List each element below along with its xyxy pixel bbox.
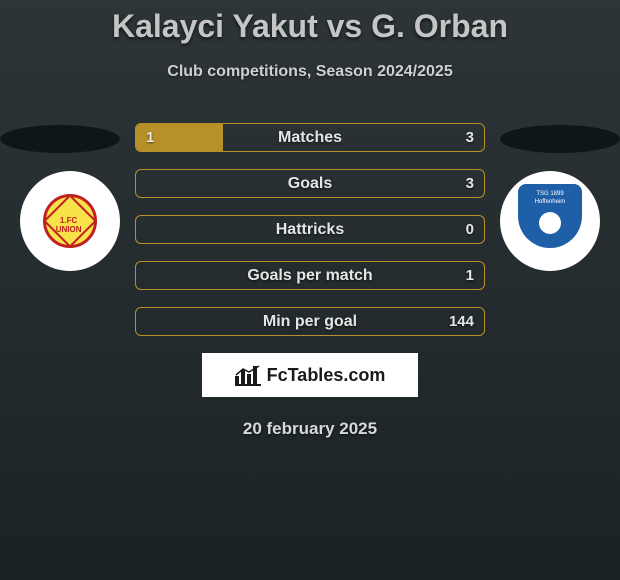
stat-row: Goals per match 1	[135, 261, 485, 290]
hoffenheim-badge-icon: TSG 1899 Hoffenheim	[518, 184, 582, 258]
stat-right-value: 3	[466, 129, 474, 146]
team-logo-right: TSG 1899 Hoffenheim	[500, 171, 600, 271]
stat-right-value: 3	[466, 175, 474, 192]
stat-label: Min per goal	[263, 313, 357, 331]
hoffenheim-line1: TSG 1899	[536, 190, 563, 198]
brand-box[interactable]: FcTables.com	[202, 353, 418, 397]
ball-icon	[539, 212, 561, 234]
stat-row: 1 Matches 3	[135, 123, 485, 152]
stat-row: Min per goal 144	[135, 307, 485, 336]
stat-right-value: 144	[449, 313, 474, 330]
shadow-ellipse-left	[0, 125, 120, 153]
team-logo-left: 1.FC UNION	[20, 171, 120, 271]
page-subtitle: Club competitions, Season 2024/2025	[0, 63, 620, 81]
middle-section: 1.FC UNION TSG 1899 Hoffenheim 1 Matches 3…	[0, 123, 620, 336]
chart-logo-icon	[235, 364, 261, 386]
stat-left-value: 1	[146, 129, 154, 146]
stat-right-value: 0	[466, 221, 474, 238]
stat-right-value: 1	[466, 267, 474, 284]
union-badge-text: 1.FC UNION	[52, 216, 86, 234]
shadow-ellipse-right	[500, 125, 620, 153]
hoffenheim-line2: Hoffenheim	[535, 198, 566, 206]
stats-container: 1 Matches 3 Goals 3 Hattricks 0 Goals per match…	[135, 123, 485, 336]
stat-row: Hattricks 0	[135, 215, 485, 244]
stat-label: Goals	[288, 175, 332, 193]
stat-row: Goals 3	[135, 169, 485, 198]
union-badge-icon: 1.FC UNION	[43, 194, 97, 248]
brand-text: FcTables.com	[267, 365, 386, 386]
stat-label: Hattricks	[276, 221, 344, 239]
page-title: Kalayci Yakut vs G. Orban	[0, 0, 620, 45]
stat-label: Goals per match	[247, 267, 372, 285]
stat-label: Matches	[278, 129, 342, 147]
date-label: 20 february 2025	[0, 419, 620, 439]
